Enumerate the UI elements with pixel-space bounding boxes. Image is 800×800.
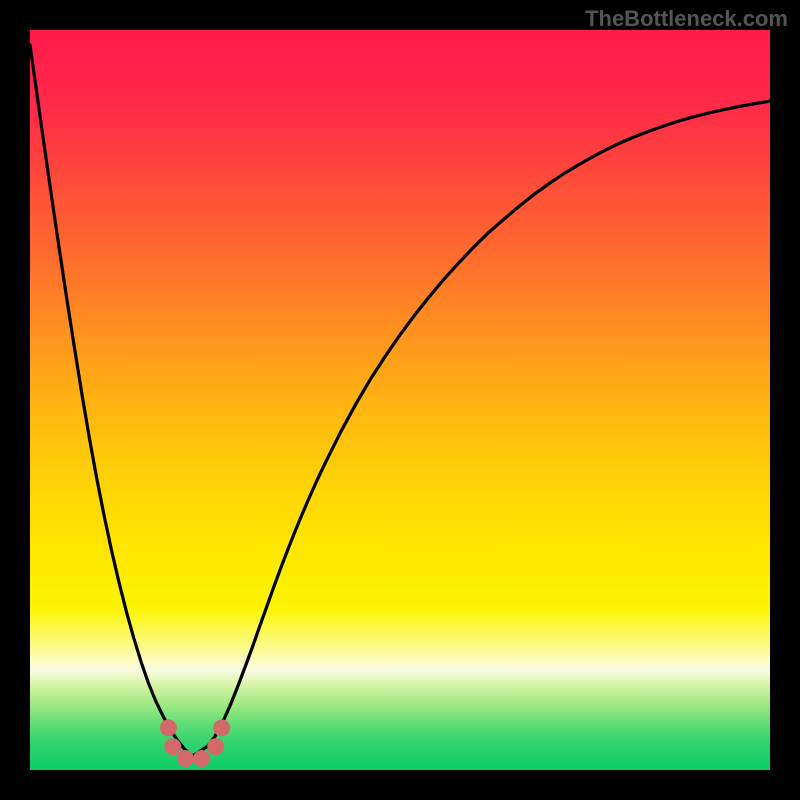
curve-marker bbox=[193, 750, 210, 767]
curve-marker bbox=[164, 738, 181, 755]
curve-marker bbox=[213, 719, 230, 736]
outer-frame: TheBottleneck.com bbox=[0, 0, 800, 800]
curve-marker bbox=[177, 750, 194, 767]
bottleneck-chart bbox=[30, 30, 770, 770]
curve-marker bbox=[207, 738, 224, 755]
plot-area bbox=[30, 30, 770, 770]
curve-marker bbox=[160, 719, 177, 736]
watermark-label: TheBottleneck.com bbox=[585, 6, 788, 32]
